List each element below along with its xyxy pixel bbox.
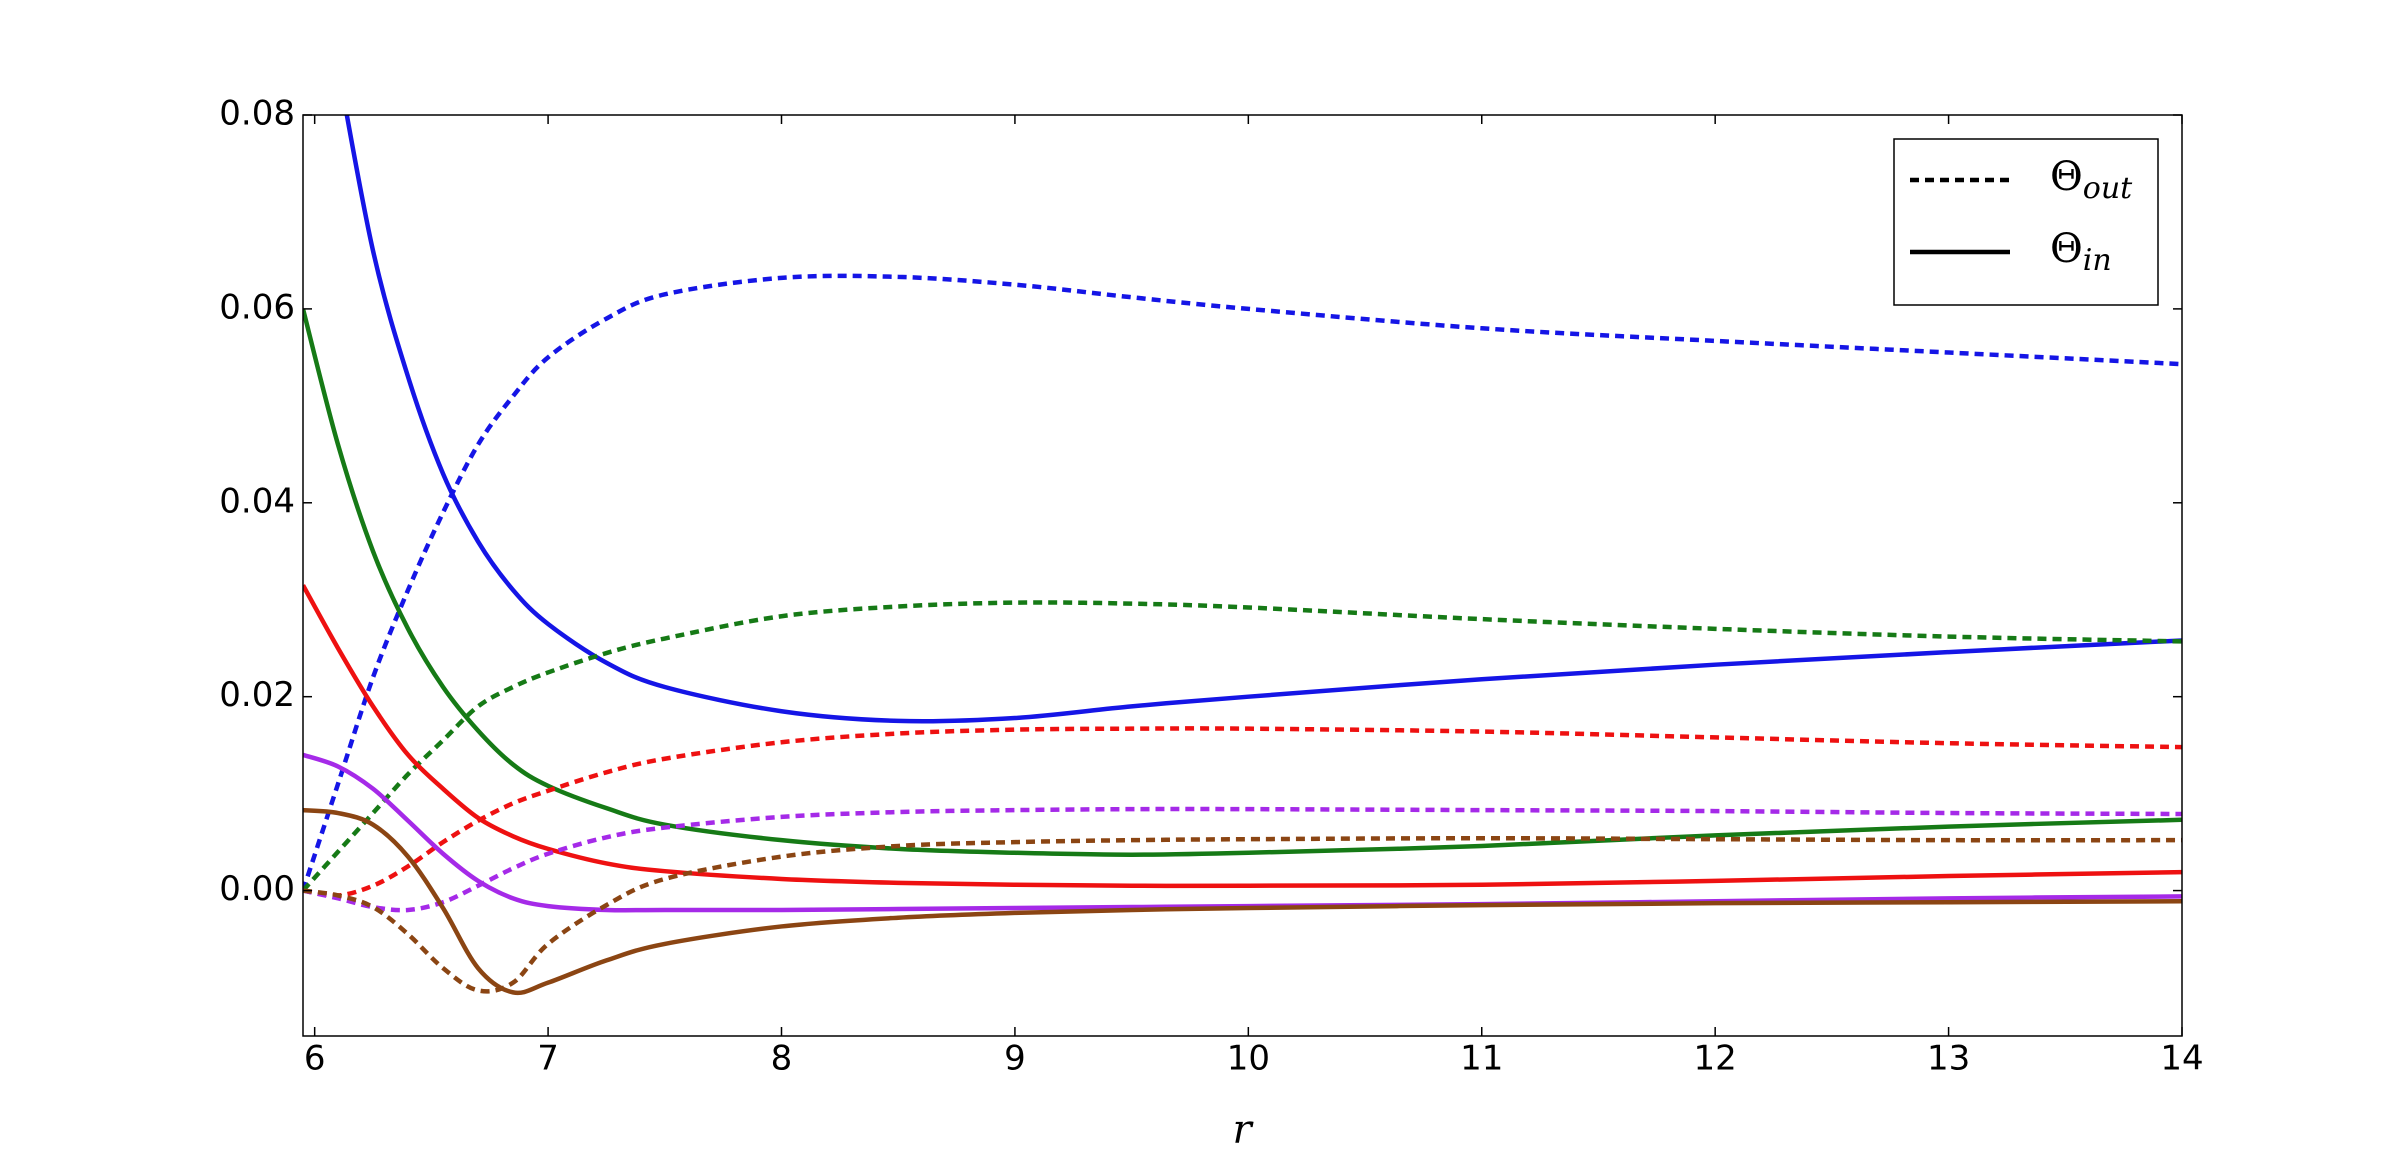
x-tick-label: 8 xyxy=(771,1039,793,1079)
legend-symbol: Θ xyxy=(2050,154,2083,200)
x-tick-label: 12 xyxy=(1694,1039,1737,1079)
lines xyxy=(303,115,2182,996)
x-tick-label: 7 xyxy=(537,1039,559,1079)
legend-subscript: out xyxy=(2083,171,2133,206)
y-tick-label: 0.04 xyxy=(219,481,295,521)
legend-box xyxy=(1893,138,2159,306)
legend-symbol: Θ xyxy=(2050,226,2083,272)
legend-label: Θout xyxy=(2050,154,2133,206)
y-tick-label: 0.08 xyxy=(219,94,295,134)
series-line xyxy=(303,273,2182,892)
plot-area xyxy=(303,115,2182,1036)
legend-subscript: in xyxy=(2083,243,2112,278)
x-tick-label: 10 xyxy=(1227,1039,1270,1079)
axes-frame xyxy=(302,114,2183,1037)
x-tick-label: 13 xyxy=(1927,1039,1970,1079)
series-line xyxy=(344,115,2182,724)
x-axis-label: r xyxy=(1232,1107,1254,1153)
series-line xyxy=(303,726,2182,898)
x-tick-label: 9 xyxy=(1004,1039,1026,1079)
series-line xyxy=(303,584,2182,889)
legend-label: Θin xyxy=(2050,226,2112,278)
y-tick-label: 0.02 xyxy=(219,675,295,715)
x-tick-label: 14 xyxy=(2160,1039,2203,1079)
y-tick-label: 0.06 xyxy=(219,287,295,327)
series-line xyxy=(303,600,2182,893)
x-tick-label: 11 xyxy=(1460,1039,1503,1079)
y-tick-label: 0.00 xyxy=(219,869,295,909)
x-tick-label: 6 xyxy=(304,1039,326,1079)
series-line xyxy=(303,807,2182,996)
